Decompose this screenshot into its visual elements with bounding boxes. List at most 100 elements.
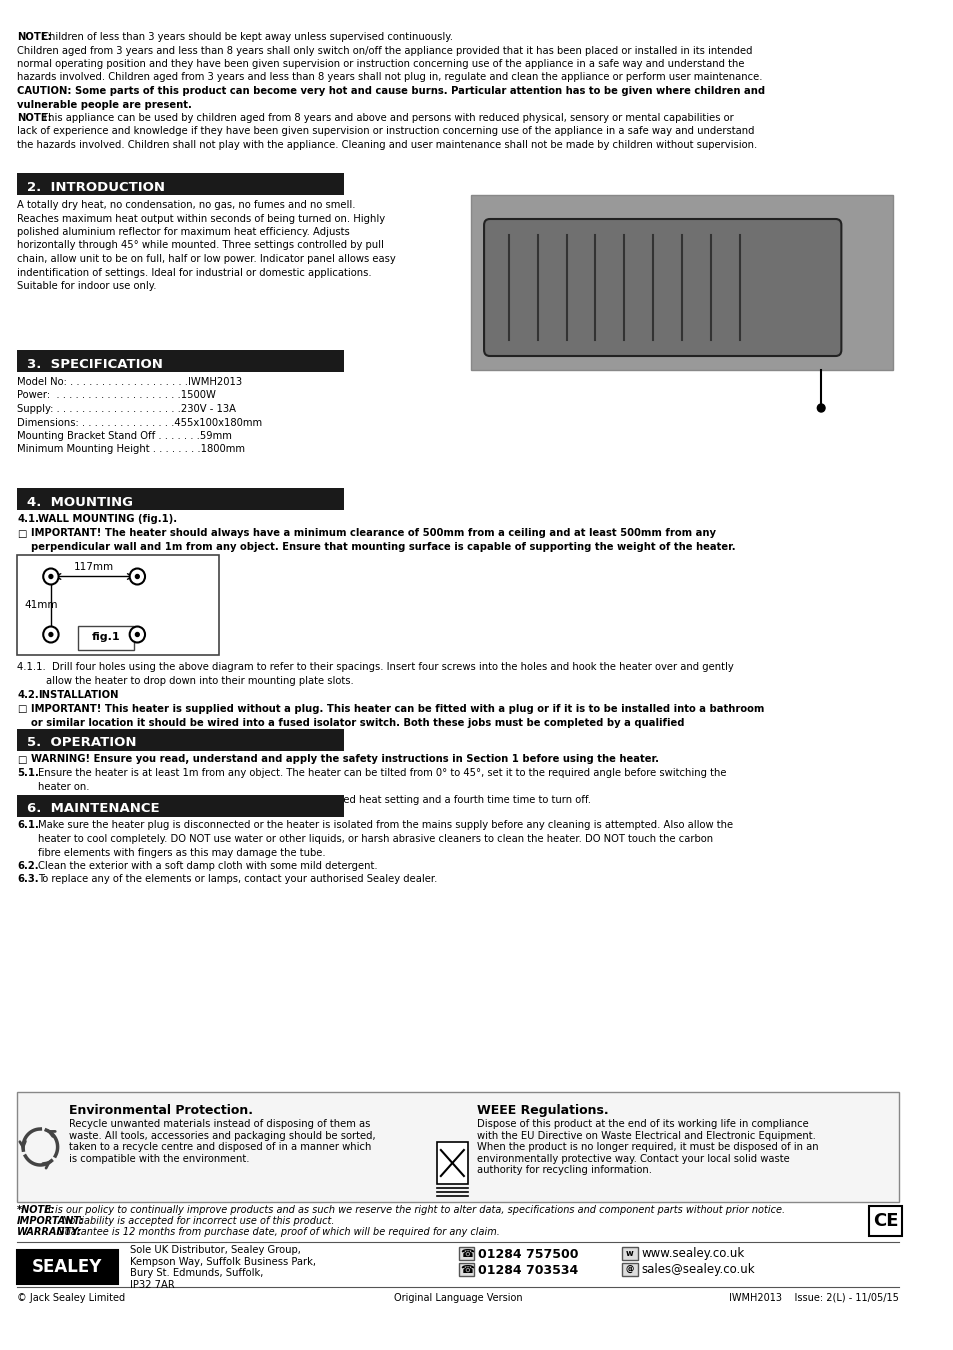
Text: WARNING! Ensure you read, understand and apply the safety instructions in Sectio: WARNING! Ensure you read, understand and… (30, 755, 658, 764)
Bar (17, 1250, 118, 1284)
Text: 4.2.: 4.2. (17, 690, 39, 701)
Text: vulnerable people are present.: vulnerable people are present. (17, 100, 192, 109)
FancyBboxPatch shape (17, 1092, 898, 1202)
Text: This appliance can be used by children aged from 8 years and above and persons w: This appliance can be used by children a… (39, 113, 733, 123)
Text: To replace any of the elements or lamps, contact your authorised Sealey dealer.: To replace any of the elements or lamps,… (38, 875, 437, 884)
Text: horizontally through 45° while mounted. Three settings controlled by pull: horizontally through 45° while mounted. … (17, 240, 384, 251)
Text: @: @ (625, 1265, 634, 1274)
Text: It is our policy to continually improve products and as such we reserve the righ: It is our policy to continually improve … (42, 1206, 784, 1215)
Text: © Jack Sealey Limited: © Jack Sealey Limited (17, 1293, 125, 1303)
Text: heater to cool completely. DO NOT use water or other liquids, or harsh abrasive : heater to cool completely. DO NOT use wa… (38, 834, 713, 844)
Text: *NOTE:: *NOTE: (17, 1206, 56, 1215)
Text: 2.  INTRODUCTION: 2. INTRODUCTION (27, 181, 165, 194)
Text: or similar location it should be wired into a fused isolator switch. Both these : or similar location it should be wired i… (30, 717, 683, 728)
Text: Sole UK Distributor, Sealey Group,
Kempson Way, Suffolk Business Park,
Bury St. : Sole UK Distributor, Sealey Group, Kemps… (130, 1245, 315, 1289)
Text: IWMH2013    Issue: 2(L) - 11/05/15: IWMH2013 Issue: 2(L) - 11/05/15 (728, 1293, 898, 1303)
FancyBboxPatch shape (17, 350, 343, 373)
Text: NOTE:: NOTE: (17, 32, 52, 42)
Text: electrician.: electrician. (30, 730, 94, 741)
Text: Dispose of this product at the end of its working life in compliance
with the EU: Dispose of this product at the end of it… (476, 1119, 818, 1176)
Text: Dimensions: . . . . . . . . . . . . . . .455x100x180mm: Dimensions: . . . . . . . . . . . . . . … (17, 417, 262, 428)
Text: □: □ (17, 528, 27, 539)
Text: 6.1.: 6.1. (17, 821, 39, 830)
Circle shape (43, 568, 58, 585)
Text: 01284 703534: 01284 703534 (477, 1264, 578, 1277)
Text: WEEE Regulations.: WEEE Regulations. (476, 1104, 608, 1116)
Text: 5.  OPERATION: 5. OPERATION (27, 737, 136, 749)
Text: 6.3.: 6.3. (17, 875, 39, 884)
Bar (436, 1142, 467, 1184)
Text: □: □ (17, 703, 27, 714)
Text: SEALEY: SEALEY (32, 1258, 102, 1276)
Text: indentification of settings. Ideal for industrial or domestic applications.: indentification of settings. Ideal for i… (17, 267, 372, 278)
FancyBboxPatch shape (78, 625, 134, 649)
FancyBboxPatch shape (17, 173, 343, 194)
Text: lack of experience and knowledge if they have been given supervision or instruct: lack of experience and knowledge if they… (17, 127, 754, 136)
FancyBboxPatch shape (17, 555, 219, 655)
Text: 4.1.: 4.1. (17, 514, 39, 524)
Text: WALL MOUNTING (fig.1).: WALL MOUNTING (fig.1). (38, 514, 177, 524)
Text: 5.2.: 5.2. (17, 795, 39, 805)
Text: 4.1.1.  Drill four holes using the above diagram to refer to their spacings. Ins: 4.1.1. Drill four holes using the above … (17, 663, 733, 672)
Text: 6.  MAINTENANCE: 6. MAINTENANCE (27, 802, 159, 815)
Text: CE: CE (872, 1212, 898, 1230)
Text: Ensure the heater is at least 1m from any object. The heater can be tilted from : Ensure the heater is at least 1m from an… (38, 768, 726, 778)
Text: No liability is accepted for incorrect use of this product.: No liability is accepted for incorrect u… (58, 1216, 334, 1226)
Text: Guarantee is 12 months from purchase date, proof of which will be required for a: Guarantee is 12 months from purchase dat… (54, 1227, 499, 1237)
FancyBboxPatch shape (470, 194, 892, 370)
Text: normal operating position and they have been given supervision or instruction co: normal operating position and they have … (17, 59, 744, 69)
Text: 117mm: 117mm (74, 562, 114, 571)
Text: Model No: . . . . . . . . . . . . . . . . . . .IWMH2013: Model No: . . . . . . . . . . . . . . . … (17, 377, 242, 387)
Circle shape (43, 626, 58, 643)
Circle shape (49, 575, 52, 579)
Text: polished aluminium reflector for maximum heat efficiency. Adjusts: polished aluminium reflector for maximum… (17, 227, 350, 238)
Text: 6.2.: 6.2. (17, 861, 39, 871)
Text: Children aged from 3 years and less than 8 years shall only switch on/off the ap: Children aged from 3 years and less than… (17, 46, 752, 55)
Circle shape (49, 633, 52, 636)
Text: perpendicular wall and 1m from any object. Ensure that mounting surface is capab: perpendicular wall and 1m from any objec… (30, 541, 735, 552)
Text: Minimum Mounting Height . . . . . . . .1800mm: Minimum Mounting Height . . . . . . . .1… (17, 444, 245, 455)
Text: Pull cord to turn on, once, twice or three times to select desired heat setting : Pull cord to turn on, once, twice or thr… (38, 795, 591, 805)
Text: www.sealey.co.uk: www.sealey.co.uk (641, 1247, 744, 1261)
Text: Children of less than 3 years should be kept away unless supervised continuously: Children of less than 3 years should be … (39, 32, 453, 42)
Bar (621, 1264, 637, 1276)
Text: 01284 757500: 01284 757500 (477, 1247, 578, 1261)
Text: Reaches maximum heat output within seconds of being turned on. Highly: Reaches maximum heat output within secon… (17, 213, 385, 224)
Text: Power:  . . . . . . . . . . . . . . . . . . . .1500W: Power: . . . . . . . . . . . . . . . . .… (17, 390, 216, 401)
Text: sales@sealey.co.uk: sales@sealey.co.uk (641, 1264, 755, 1277)
Text: 3.  SPECIFICATION: 3. SPECIFICATION (27, 358, 163, 371)
Text: Suitable for indoor use only.: Suitable for indoor use only. (17, 281, 156, 292)
Bar (868, 1206, 901, 1237)
Text: Original Language Version: Original Language Version (394, 1293, 522, 1303)
FancyBboxPatch shape (483, 219, 841, 356)
Text: NOTE:: NOTE: (17, 113, 52, 123)
Text: 4.  MOUNTING: 4. MOUNTING (27, 495, 132, 509)
Circle shape (135, 575, 139, 579)
Text: WARRANTY:: WARRANTY: (17, 1227, 82, 1237)
Text: 5.1.: 5.1. (17, 768, 39, 778)
Text: INSTALLATION: INSTALLATION (38, 690, 119, 701)
Text: Make sure the heater plug is disconnected or the heater is isolated from the mai: Make sure the heater plug is disconnecte… (38, 821, 733, 830)
Text: IMPORTANT:: IMPORTANT: (17, 1216, 85, 1226)
Circle shape (817, 404, 824, 412)
Text: heater on.: heater on. (38, 782, 90, 791)
Bar (458, 1264, 474, 1276)
Text: Supply: . . . . . . . . . . . . . . . . . . . .230V - 13A: Supply: . . . . . . . . . . . . . . . . … (17, 404, 236, 414)
Text: hazards involved. Children aged from 3 years and less than 8 years shall not plu: hazards involved. Children aged from 3 y… (17, 73, 762, 82)
FancyBboxPatch shape (17, 487, 343, 510)
Text: w: w (625, 1250, 634, 1258)
Text: Recycle unwanted materials instead of disposing of them as
waste. All tools, acc: Recycle unwanted materials instead of di… (69, 1119, 375, 1164)
Text: the hazards involved. Children shall not play with the appliance. Cleaning and u: the hazards involved. Children shall not… (17, 140, 757, 150)
Bar (621, 1247, 637, 1260)
Bar (458, 1247, 474, 1260)
Circle shape (130, 568, 145, 585)
Text: Environmental Protection.: Environmental Protection. (69, 1104, 253, 1116)
Text: chain, allow unit to be on full, half or low power. Indicator panel allows easy: chain, allow unit to be on full, half or… (17, 254, 395, 265)
Circle shape (135, 633, 139, 636)
Text: □: □ (17, 755, 27, 764)
Text: Clean the exterior with a soft damp cloth with some mild detergent.: Clean the exterior with a soft damp clot… (38, 861, 377, 871)
Circle shape (130, 626, 145, 643)
Text: ☎: ☎ (459, 1265, 474, 1274)
FancyBboxPatch shape (17, 795, 343, 817)
Text: allow the heater to drop down into their mounting plate slots.: allow the heater to drop down into their… (46, 676, 354, 686)
